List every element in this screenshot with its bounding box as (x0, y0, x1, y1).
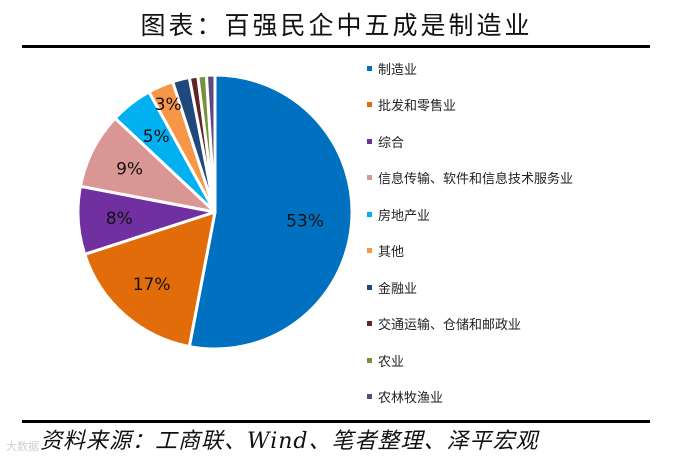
legend-swatch (367, 321, 372, 326)
slice-data-label: 5% (143, 127, 170, 147)
legend-label: 交通运输、仓储和邮政业 (378, 318, 522, 333)
pie-slice (187, 73, 354, 351)
pie-slices (76, 73, 354, 351)
legend-label: 其他 (378, 245, 405, 260)
legend-item-agriculture: 农业 (367, 350, 404, 370)
pie-data-labels: 53% 17% 8% 9%5% 3% (106, 95, 324, 295)
pie-slice (204, 73, 217, 214)
slice-data-label: 8% (106, 209, 133, 229)
legend-item-other: 其他 (367, 241, 404, 261)
legend-label: 农林牧渔业 (378, 391, 444, 406)
legend-item-it-services: 信息传输、软件和信息技术服务业 (367, 168, 573, 188)
slice-data-label: 17% (133, 275, 171, 295)
legend-swatch (367, 175, 372, 180)
legend-swatch (367, 248, 372, 253)
source-divider (22, 420, 650, 423)
legend-label: 综合 (378, 135, 405, 151)
legend-item-manufacturing: 制造业 (367, 58, 417, 78)
legend-item-agri-forestry-fishery: 农林牧渔业 (367, 387, 443, 407)
legend-swatch (367, 284, 372, 290)
legend-swatch (367, 102, 372, 107)
legend-item-composite: 综合 (367, 131, 404, 151)
legend-swatch (367, 357, 372, 363)
legend-label: 农业 (378, 354, 405, 370)
chart-title: 图表：百强民企中五成是制造业 (140, 11, 533, 40)
legend-label: 批发和零售业 (378, 99, 457, 114)
pie-slice (83, 210, 217, 349)
legend-item-wholesale-retail: 批发和零售业 (367, 95, 456, 115)
legend-swatch (367, 394, 372, 399)
slice-data-label: 9% (116, 160, 143, 180)
legend-label: 制造业 (378, 62, 418, 78)
legend-label: 信息传输、软件和信息技术服务业 (378, 172, 574, 187)
legend-swatch (367, 65, 372, 71)
legend-label: 房地产业 (378, 208, 431, 224)
legend-item-real-estate: 房地产业 (367, 204, 430, 224)
slice-data-label: 53% (286, 212, 324, 232)
slice-data-label: 3% (155, 95, 182, 115)
legend-swatch (367, 138, 372, 144)
legend-swatch (367, 211, 372, 217)
source-note: 资料来源：工商联、Wind、笔者整理、泽平宏观 (40, 429, 539, 454)
legend-item-transport: 交通运输、仓储和邮政业 (367, 314, 521, 334)
legend-item-finance: 金融业 (367, 277, 417, 297)
legend-label: 金融业 (378, 281, 418, 297)
watermark: 大数据 (6, 440, 39, 453)
title-divider (22, 45, 650, 48)
